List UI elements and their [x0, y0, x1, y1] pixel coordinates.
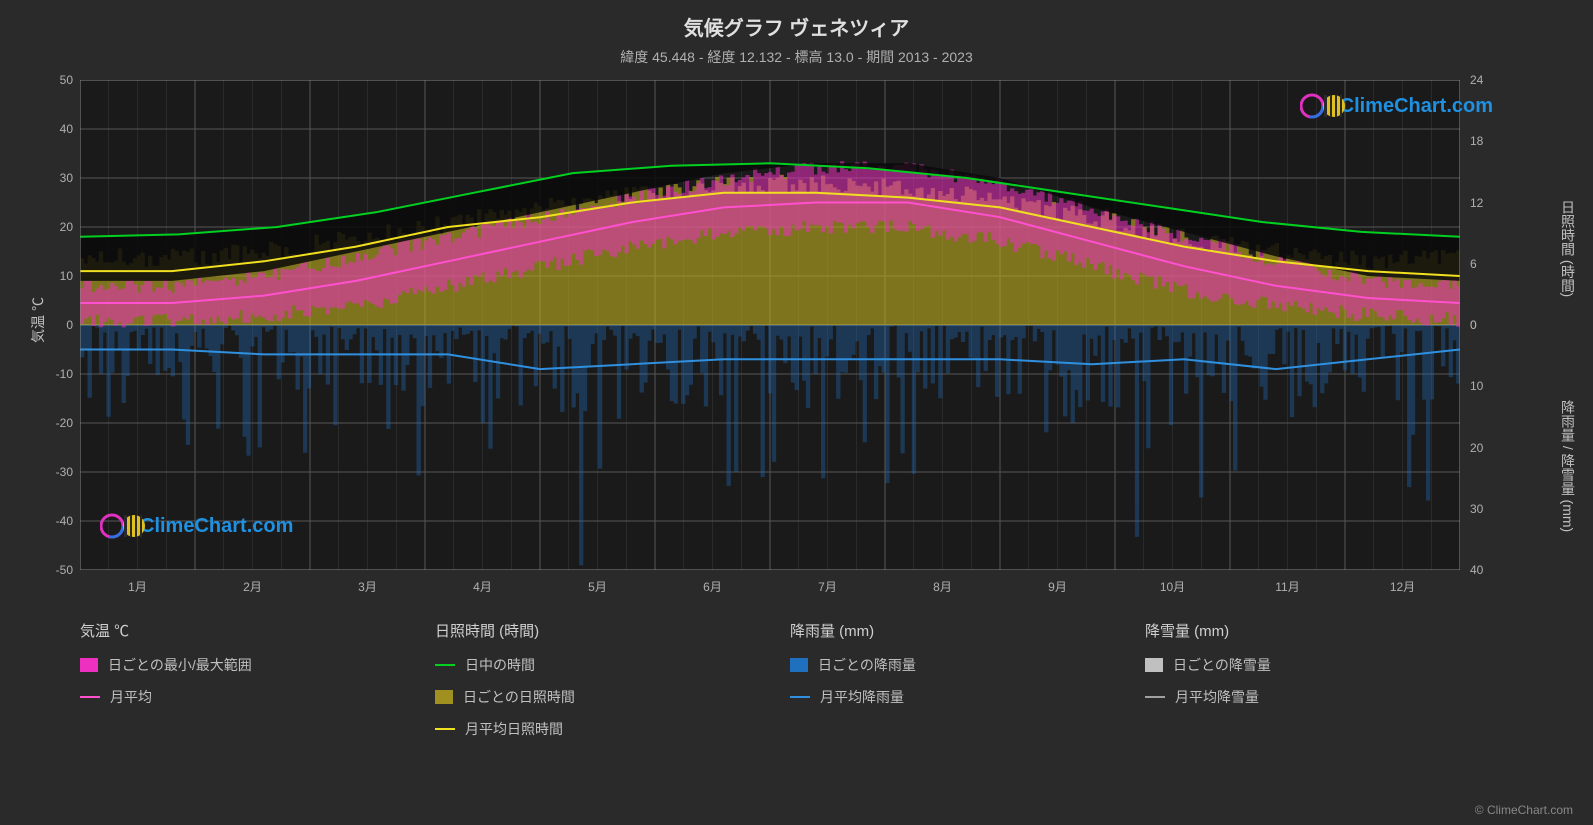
- x-month-tick: 11月: [1258, 578, 1318, 595]
- legend-swatch-icon: [1145, 658, 1163, 672]
- y-left-tick: -40: [33, 514, 73, 528]
- legend-item: 日ごとの降雪量: [1145, 655, 1500, 675]
- y-left-tick: -10: [33, 367, 73, 381]
- x-month-tick: 5月: [568, 578, 628, 595]
- footer-credit: © ClimeChart.com: [1475, 803, 1573, 817]
- legend-item-label: 日ごとの降雪量: [1173, 655, 1271, 675]
- legend-group: 日照時間 (時間) 日中の時間日ごとの日照時間月平均日照時間: [435, 620, 790, 751]
- legend-item: 日ごとの最小/最大範囲: [80, 655, 435, 675]
- y-right-bottom-tick: 20: [1470, 441, 1510, 455]
- legend-item-label: 日ごとの降雨量: [818, 655, 916, 675]
- y-right-top-tick: 18: [1470, 134, 1510, 148]
- legend-item-label: 日中の時間: [465, 655, 535, 675]
- legend-line-icon: [435, 664, 455, 666]
- y-axis-right-bottom-label: 降雨量 / 降雪量 (mm): [1558, 400, 1578, 532]
- legend: 気温 ℃ 日ごとの最小/最大範囲月平均 日照時間 (時間) 日中の時間日ごとの日照時間…: [80, 620, 1500, 751]
- legend-item-label: 日ごとの最小/最大範囲: [108, 655, 252, 675]
- chart-plot-area: [80, 80, 1460, 570]
- y-right-top-tick: 6: [1470, 257, 1510, 271]
- legend-group-title: 降雨量 (mm): [790, 620, 1145, 641]
- y-left-tick: 10: [33, 269, 73, 283]
- legend-item-label: 月平均降雪量: [1175, 687, 1259, 707]
- legend-item-label: 日ごとの日照時間: [463, 687, 575, 707]
- legend-group: 降雨量 (mm) 日ごとの降雨量月平均降雨量: [790, 620, 1145, 751]
- x-month-tick: 2月: [223, 578, 283, 595]
- legend-item: 月平均: [80, 687, 435, 707]
- y-left-tick: 20: [33, 220, 73, 234]
- legend-swatch-icon: [435, 690, 453, 704]
- y-left-tick: 30: [33, 171, 73, 185]
- y-right-top-tick: 12: [1470, 196, 1510, 210]
- y-left-tick: 0: [33, 318, 73, 332]
- x-month-tick: 12月: [1373, 578, 1433, 595]
- x-month-tick: 9月: [1028, 578, 1088, 595]
- legend-item-label: 月平均日照時間: [465, 719, 563, 739]
- y-right-bottom-tick: 40: [1470, 563, 1510, 577]
- x-month-tick: 4月: [453, 578, 513, 595]
- chart-svg: [80, 80, 1460, 570]
- y-axis-right-top-label: 日照時間 (時間): [1558, 200, 1578, 297]
- logo-icon: [100, 510, 132, 542]
- y-right-bottom-tick: 30: [1470, 502, 1510, 516]
- legend-item-label: 月平均: [110, 687, 152, 707]
- x-month-tick: 1月: [108, 578, 168, 595]
- chart-title: 気候グラフ ヴェネツィア: [0, 0, 1593, 41]
- watermark-top: ClimeChart.com: [1300, 90, 1493, 122]
- legend-group: 降雪量 (mm) 日ごとの降雪量月平均降雪量: [1145, 620, 1500, 751]
- x-month-tick: 6月: [683, 578, 743, 595]
- legend-item: 日中の時間: [435, 655, 790, 675]
- x-month-tick: 7月: [798, 578, 858, 595]
- legend-group-title: 気温 ℃: [80, 620, 435, 641]
- x-month-tick: 3月: [338, 578, 398, 595]
- legend-line-icon: [435, 728, 455, 730]
- legend-group: 気温 ℃ 日ごとの最小/最大範囲月平均: [80, 620, 435, 751]
- legend-item: 月平均日照時間: [435, 719, 790, 739]
- legend-line-icon: [80, 696, 100, 698]
- x-month-tick: 10月: [1143, 578, 1203, 595]
- watermark-text: ClimeChart.com: [1340, 95, 1493, 118]
- chart-subtitle: 緯度 45.448 - 経度 12.132 - 標高 13.0 - 期間 201…: [0, 41, 1593, 67]
- legend-group-title: 日照時間 (時間): [435, 620, 790, 641]
- logo-icon: [1300, 90, 1332, 122]
- y-right-bottom-tick: 10: [1470, 379, 1510, 393]
- y-left-tick: 40: [33, 122, 73, 136]
- y-right-bottom-tick: 0: [1470, 318, 1510, 332]
- legend-group-title: 降雪量 (mm): [1145, 620, 1500, 641]
- legend-line-icon: [790, 696, 810, 698]
- y-left-tick: -20: [33, 416, 73, 430]
- y-left-tick: -50: [33, 563, 73, 577]
- watermark-bottom: ClimeChart.com: [100, 510, 293, 542]
- legend-line-icon: [1145, 696, 1165, 698]
- legend-item-label: 月平均降雨量: [820, 687, 904, 707]
- watermark-text: ClimeChart.com: [140, 515, 293, 538]
- x-month-tick: 8月: [913, 578, 973, 595]
- legend-item: 月平均降雪量: [1145, 687, 1500, 707]
- y-left-tick: 50: [33, 73, 73, 87]
- y-left-tick: -30: [33, 465, 73, 479]
- legend-item: 月平均降雨量: [790, 687, 1145, 707]
- legend-swatch-icon: [790, 658, 808, 672]
- legend-swatch-icon: [80, 658, 98, 672]
- legend-item: 日ごとの日照時間: [435, 687, 790, 707]
- y-right-top-tick: 24: [1470, 73, 1510, 87]
- legend-item: 日ごとの降雨量: [790, 655, 1145, 675]
